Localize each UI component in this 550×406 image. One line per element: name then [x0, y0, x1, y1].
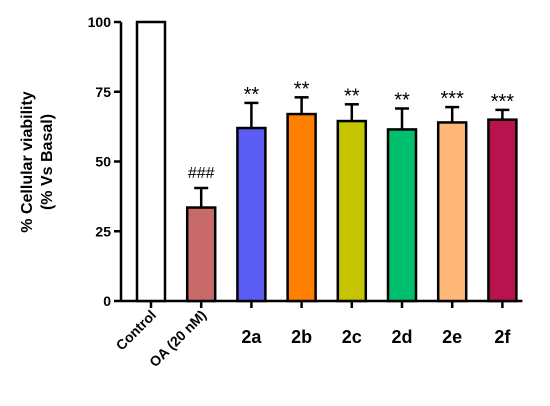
x-tick-label: 2f: [494, 327, 511, 347]
bar: [135, 20, 167, 303]
x-tick-label: 2d: [391, 327, 412, 347]
x-tick-label: 2b: [291, 327, 312, 347]
significance-label: ###: [188, 165, 215, 182]
y-tick-label: 100: [88, 14, 112, 30]
x-tick-label: Control: [113, 307, 160, 354]
significance-label: **: [344, 85, 360, 107]
y-tick-label: 50: [95, 154, 111, 170]
bar: [236, 126, 267, 303]
x-tick-label: 2e: [442, 327, 462, 347]
bar: [487, 118, 518, 303]
bar: [436, 121, 468, 303]
significance-label: **: [244, 84, 260, 106]
y-axis-label-line1: % Cellular viability: [19, 91, 36, 232]
bar: [185, 206, 217, 303]
bar: [336, 119, 368, 303]
significance-label: ***: [491, 91, 515, 113]
y-axis-label-line2: (% Vs Basal): [39, 114, 56, 210]
bar: [286, 112, 317, 303]
significance-label: ***: [441, 88, 465, 110]
y-tick-label: 75: [95, 84, 111, 100]
y-tick-label: 0: [103, 293, 111, 309]
x-tick-label: 2c: [342, 327, 362, 347]
significance-label: **: [394, 89, 410, 111]
significance-label: **: [294, 78, 310, 100]
y-axis-title: % Cellular viability (% Vs Basal): [19, 91, 56, 232]
y-tick-label: 25: [95, 223, 111, 239]
x-tick-label: 2a: [241, 327, 262, 347]
bar: [386, 128, 418, 303]
